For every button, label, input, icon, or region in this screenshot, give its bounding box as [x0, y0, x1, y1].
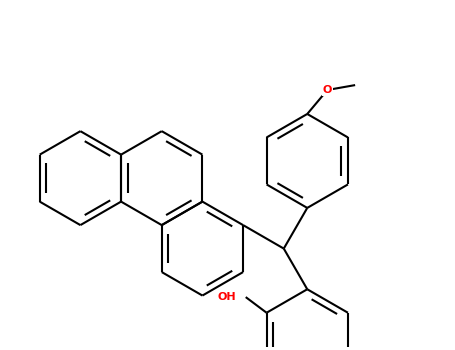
- Text: O: O: [323, 85, 332, 95]
- Text: OH: OH: [217, 292, 236, 302]
